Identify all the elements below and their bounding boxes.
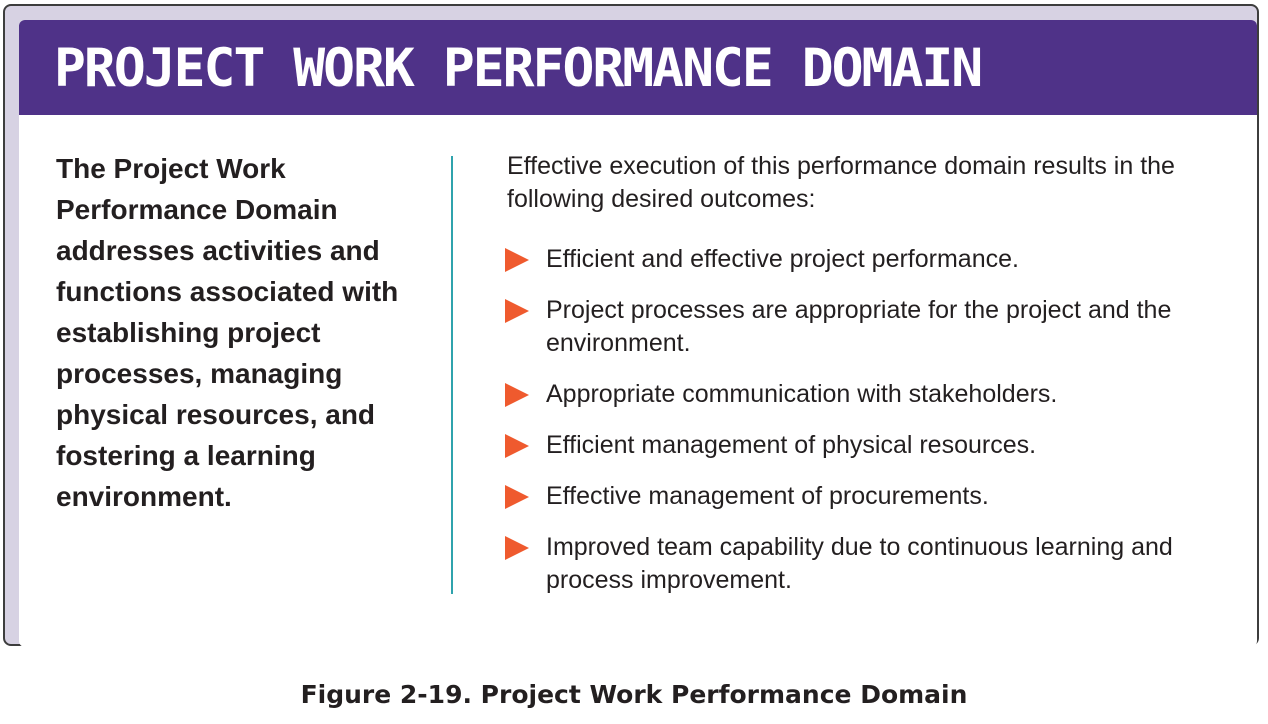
outcome-text: Project processes are appropriate for th…: [546, 296, 1172, 357]
outcome-item: Efficient management of physical resourc…: [505, 429, 1225, 462]
outcome-item: Project processes are appropriate for th…: [505, 294, 1225, 360]
outcome-item: Improved team capability due to continuo…: [505, 531, 1225, 597]
outcomes-intro: Effective execution of this performance …: [507, 152, 1175, 213]
triangle-right-icon: [505, 485, 529, 509]
outcome-item: Efficient and effective project performa…: [505, 243, 1225, 276]
outcome-text: Improved team capability due to continuo…: [546, 533, 1173, 594]
figure-caption: Figure 2-19. Project Work Performance Do…: [300, 680, 968, 709]
domain-description: The Project Work Performance Domain addr…: [56, 153, 399, 512]
outcomes-list: Efficient and effective project performa…: [505, 243, 1225, 597]
outcome-text: Efficient management of physical resourc…: [546, 431, 1037, 459]
outcome-item: Appropriate communication with stakehold…: [505, 378, 1225, 411]
triangle-right-icon: [505, 299, 529, 323]
triangle-right-icon: [505, 536, 529, 560]
outcome-item: Effective management of procurements.: [505, 480, 1225, 513]
triangle-right-icon: [505, 248, 529, 272]
title-banner: PROJECT WORK PERFORMANCE DOMAIN: [19, 20, 1257, 115]
column-divider: [451, 156, 453, 594]
triangle-right-icon: [505, 383, 529, 407]
outcome-text: Appropriate communication with stakehold…: [546, 380, 1058, 408]
outcome-text: Efficient and effective project performa…: [546, 245, 1019, 273]
triangle-right-icon: [505, 434, 529, 458]
figure-frame: PROJECT WORK PERFORMANCE DOMAIN The Proj…: [3, 4, 1259, 647]
figure-panel: PROJECT WORK PERFORMANCE DOMAIN The Proj…: [19, 20, 1257, 647]
banner-title: PROJECT WORK PERFORMANCE DOMAIN: [54, 38, 983, 99]
outcome-text: Effective management of procurements.: [546, 482, 989, 510]
